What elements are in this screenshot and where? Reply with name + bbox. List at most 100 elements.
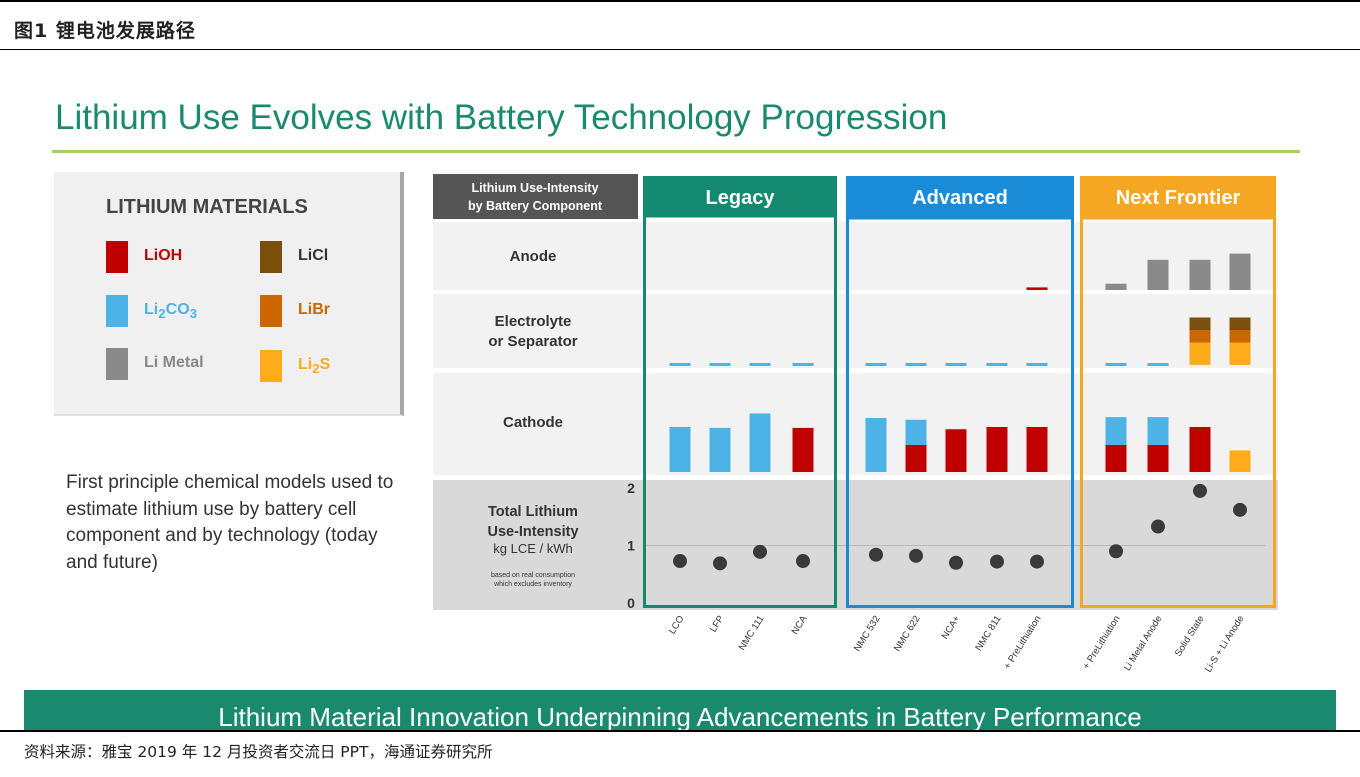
total-dot — [1109, 544, 1123, 559]
legend-panel: LITHIUM MATERIALS LiOH LiCl Li2CO3 LiBr … — [54, 172, 404, 416]
bar-anode — [1189, 259, 1211, 290]
bar-cathode — [1105, 417, 1127, 445]
bar-anode — [1026, 287, 1048, 290]
bar-electrolyte — [749, 363, 771, 366]
total-dot — [1193, 483, 1207, 498]
bar-electrolyte — [669, 363, 691, 366]
title-divider — [52, 150, 1300, 153]
bar-electrolyte — [1026, 363, 1048, 366]
x-tick-label: NMC 622 — [892, 614, 923, 654]
legend-title: LITHIUM MATERIALS — [106, 196, 308, 218]
bottom-banner: Lithium Material Innovation Underpinning… — [24, 690, 1336, 730]
total-dot — [1233, 502, 1247, 517]
total-dot — [909, 548, 923, 563]
bar-electrolyte — [792, 363, 814, 366]
total-label-unit: kg LCE / kWh — [493, 541, 572, 556]
bar-cathode — [1147, 445, 1169, 472]
x-tick-label: NMC 811 — [973, 614, 1003, 653]
total-dot — [869, 547, 883, 562]
x-tick-label: NMC 532 — [852, 614, 883, 654]
bar-cathode — [1229, 450, 1251, 472]
total-dot — [1030, 554, 1044, 569]
y-tick-label-1: 1 — [627, 538, 635, 554]
total-label-note: based on real consumption — [491, 572, 575, 579]
total-label-line: Use-Intensity — [487, 524, 578, 540]
x-tick-label: + PreLithiation — [1081, 614, 1123, 672]
bar-cathode — [905, 419, 927, 445]
total-dot — [673, 554, 687, 569]
x-tick-label: + PreLithiation — [1002, 614, 1044, 672]
bar-electrolyte — [1105, 363, 1127, 366]
bottom-divider — [0, 730, 1360, 732]
row-background-cathode — [433, 373, 1278, 475]
bar-electrolyte — [945, 363, 967, 366]
legend-swatch — [260, 350, 282, 382]
bar-electrolyte — [709, 363, 731, 366]
bar-electrolyte — [1189, 342, 1211, 365]
total-dot — [990, 554, 1004, 569]
bar-electrolyte — [1147, 363, 1169, 366]
row-background-electrolyte — [433, 294, 1278, 368]
bar-anode — [1105, 283, 1127, 290]
x-tick-label: Li-S + Li Anode — [1203, 614, 1247, 675]
figure-label: 图1 锂电池发展路径 — [14, 20, 196, 42]
bar-cathode — [905, 445, 927, 472]
bar-cathode — [792, 427, 814, 472]
legend-label: LiCl — [298, 247, 329, 264]
bar-cathode — [945, 429, 967, 472]
bar-electrolyte — [865, 363, 887, 366]
x-tick-label: Li Metal Anode — [1122, 614, 1165, 673]
bar-electrolyte — [905, 363, 927, 366]
legend-label: Li2CO3 — [144, 301, 198, 322]
row-background-anode — [433, 222, 1278, 290]
slide-title: Lithium Use Evolves with Battery Technol… — [55, 98, 948, 137]
group-header-1 — [846, 176, 1074, 218]
row-label-separator: or Separator — [488, 333, 577, 350]
group-border-0 — [643, 214, 837, 608]
legend-swatch — [260, 295, 282, 327]
bar-cathode — [865, 418, 887, 472]
total-dot — [949, 555, 963, 570]
lithium-intensity-chart: Lithium Use-Intensity by Battery Componen… — [433, 174, 1278, 675]
legend-swatch — [106, 241, 128, 273]
x-tick-label: Solid State — [1173, 614, 1207, 659]
bar-cathode — [1147, 417, 1169, 445]
bar-electrolyte — [986, 363, 1008, 366]
bar-cathode — [986, 427, 1008, 472]
x-tick-label: NCA — [790, 613, 810, 636]
total-dot — [713, 556, 727, 571]
total-label-line: Total Lithium — [488, 504, 578, 520]
row-label-electrolyte: Electrolyte — [495, 313, 572, 330]
bar-electrolyte — [1229, 330, 1251, 343]
bar-cathode — [749, 413, 771, 472]
bar-electrolyte — [1189, 317, 1211, 330]
total-dot — [1151, 519, 1165, 534]
total-dot — [796, 554, 810, 569]
figure-header: 图1 锂电池发展路径 — [0, 0, 1360, 50]
legend-label: Li Metal — [144, 354, 204, 371]
bar-cathode — [1105, 445, 1127, 472]
bar-cathode — [709, 427, 731, 472]
total-label-note: which excludes inventory — [493, 581, 572, 588]
legend-swatch — [260, 241, 282, 273]
bar-cathode — [669, 427, 691, 472]
banner-text: Lithium Material Innovation Underpinning… — [218, 702, 1142, 730]
bar-electrolyte — [1189, 330, 1211, 343]
methodology-note: First principle chemical models used to … — [66, 472, 394, 573]
bar-cathode — [1026, 427, 1048, 472]
y-tick-label-2: 2 — [627, 480, 635, 496]
group-border-2 — [1080, 216, 1276, 608]
bar-electrolyte — [1229, 342, 1251, 365]
x-tick-label: LFP — [708, 614, 727, 635]
group-title: Next Frontier — [1116, 187, 1241, 209]
header-label-box — [433, 174, 638, 219]
bar-cathode — [1189, 427, 1211, 472]
bar-anode — [1229, 253, 1251, 290]
source-note: 资料来源：雅宝 2019 年 12 月投资者交流日 PPT，海通证券研究所 — [24, 743, 493, 761]
row-label-anode: Anode — [510, 248, 557, 265]
y-tick-label-0: 0 — [627, 595, 635, 611]
legend-label: Li2S — [298, 356, 331, 377]
group-title: Legacy — [706, 187, 776, 209]
legend-label: LiBr — [298, 301, 330, 318]
row-label-cathode: Cathode — [503, 414, 563, 431]
